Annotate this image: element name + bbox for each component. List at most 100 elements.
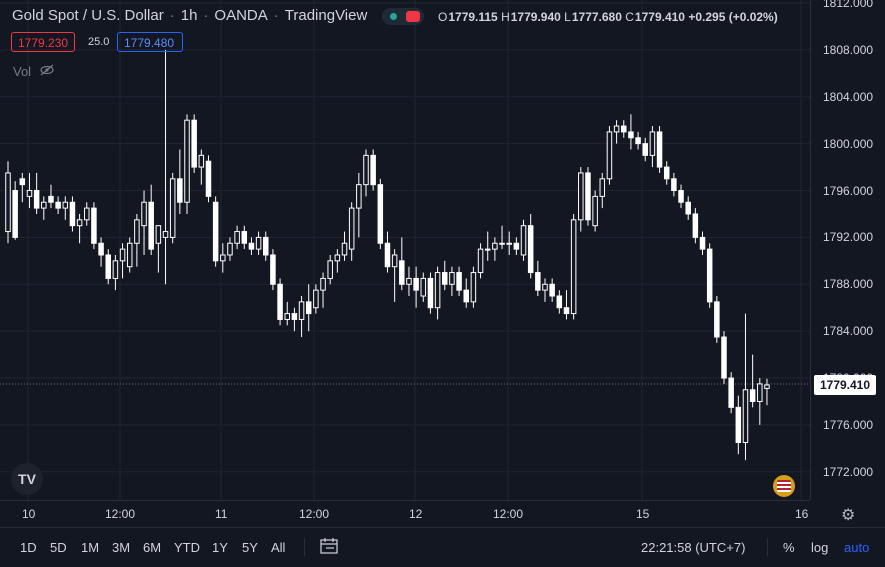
candle[interactable]: [234, 225, 240, 250]
candle[interactable]: [305, 284, 312, 332]
candle[interactable]: [685, 196, 691, 220]
candle[interactable]: [313, 284, 319, 314]
candle[interactable]: [663, 161, 670, 185]
candle[interactable]: [477, 243, 484, 279]
candle[interactable]: [413, 266, 419, 308]
candle[interactable]: [220, 243, 226, 273]
candle[interactable]: [341, 231, 348, 261]
candle[interactable]: [549, 278, 555, 302]
range-6m[interactable]: 6M: [143, 540, 162, 555]
candle[interactable]: [635, 131, 641, 150]
candle[interactable]: [463, 278, 469, 308]
symbol-legend[interactable]: Gold Spot / U.S. Dollar · 1h · OANDA · T…: [12, 7, 367, 24]
candlestick-chart[interactable]: [0, 0, 810, 500]
candle[interactable]: [527, 213, 534, 279]
log-scale-toggle[interactable]: log: [811, 540, 829, 555]
candle[interactable]: [628, 114, 634, 150]
candle[interactable]: [26, 172, 33, 209]
candle[interactable]: [198, 149, 205, 185]
candle[interactable]: [5, 161, 11, 244]
candle[interactable]: [248, 237, 255, 255]
candle[interactable]: [535, 260, 541, 296]
candle[interactable]: [177, 149, 183, 214]
percent-scale-toggle[interactable]: %: [783, 540, 795, 555]
candle[interactable]: [298, 296, 305, 338]
candle[interactable]: [255, 231, 262, 255]
candle[interactable]: [184, 114, 190, 214]
candle[interactable]: [205, 155, 212, 203]
auto-scale-toggle[interactable]: auto: [844, 540, 870, 555]
candle[interactable]: [749, 354, 756, 408]
candle[interactable]: [162, 49, 169, 285]
chart-area[interactable]: Gold Spot / U.S. Dollar · 1h · OANDA · T…: [0, 0, 810, 500]
candle[interactable]: [642, 137, 648, 162]
candle[interactable]: [169, 172, 176, 244]
candle[interactable]: [671, 172, 677, 197]
candle[interactable]: [420, 272, 427, 302]
candle[interactable]: [212, 196, 219, 267]
time-axis[interactable]: 10 12:00 11 12:00 12 12:00 15 16: [0, 500, 810, 528]
candle[interactable]: [370, 149, 376, 191]
us-flag-icon[interactable]: [773, 475, 795, 497]
candle[interactable]: [399, 237, 405, 291]
candle[interactable]: [84, 202, 90, 226]
candle[interactable]: [714, 296, 720, 343]
candle[interactable]: [19, 172, 26, 203]
market-status-pill[interactable]: [382, 8, 424, 25]
interval-label[interactable]: 1h: [180, 7, 198, 24]
candle[interactable]: [227, 237, 233, 261]
candle[interactable]: [757, 378, 763, 425]
candle[interactable]: [649, 126, 656, 168]
range-ytd[interactable]: YTD: [174, 540, 200, 555]
candle[interactable]: [563, 290, 570, 320]
candle[interactable]: [728, 372, 734, 414]
candle[interactable]: [499, 225, 505, 250]
candle[interactable]: [735, 395, 742, 455]
candle[interactable]: [363, 149, 369, 197]
candle[interactable]: [327, 254, 333, 285]
candle[interactable]: [570, 213, 577, 320]
candle[interactable]: [112, 254, 119, 291]
candle[interactable]: [578, 167, 584, 232]
candle[interactable]: [606, 126, 613, 185]
candle[interactable]: [621, 120, 627, 138]
range-3m[interactable]: 3M: [112, 540, 131, 555]
candle[interactable]: [12, 181, 18, 240]
candle[interactable]: [384, 231, 391, 273]
date-range-calendar-icon[interactable]: [320, 538, 338, 557]
price-axis[interactable]: 1812.000 1808.000 1804.000 1800.000 1796.000…: [810, 0, 885, 500]
candle[interactable]: [706, 243, 713, 308]
candle[interactable]: [91, 202, 97, 250]
candle[interactable]: [98, 237, 104, 267]
volume-indicator[interactable]: Vol: [13, 64, 55, 79]
candle[interactable]: [434, 266, 441, 320]
candle[interactable]: [656, 126, 663, 173]
settings-gear-icon[interactable]: ⚙: [841, 507, 856, 524]
candle[interactable]: [699, 231, 706, 255]
candle[interactable]: [585, 167, 591, 226]
candle[interactable]: [492, 237, 498, 261]
candle[interactable]: [155, 225, 162, 273]
candle[interactable]: [119, 243, 126, 279]
candle[interactable]: [284, 301, 290, 326]
tradingview-logo-icon[interactable]: TV: [11, 463, 43, 495]
sell-button[interactable]: 1779.230: [11, 32, 75, 52]
candle[interactable]: [48, 184, 54, 209]
candle[interactable]: [456, 266, 462, 296]
candle[interactable]: [263, 231, 269, 261]
candle[interactable]: [320, 272, 326, 308]
range-all[interactable]: All: [271, 540, 286, 555]
candle[interactable]: [41, 196, 47, 220]
candle[interactable]: [484, 231, 491, 261]
range-1d[interactable]: 1D: [20, 540, 37, 555]
candle[interactable]: [356, 172, 362, 238]
candle[interactable]: [105, 249, 111, 285]
candle[interactable]: [542, 278, 548, 302]
candle[interactable]: [141, 190, 147, 255]
candle[interactable]: [69, 196, 76, 232]
candle[interactable]: [391, 249, 398, 302]
candle[interactable]: [592, 190, 598, 232]
candle[interactable]: [62, 196, 69, 220]
candle[interactable]: [33, 172, 40, 214]
candle[interactable]: [556, 290, 563, 314]
